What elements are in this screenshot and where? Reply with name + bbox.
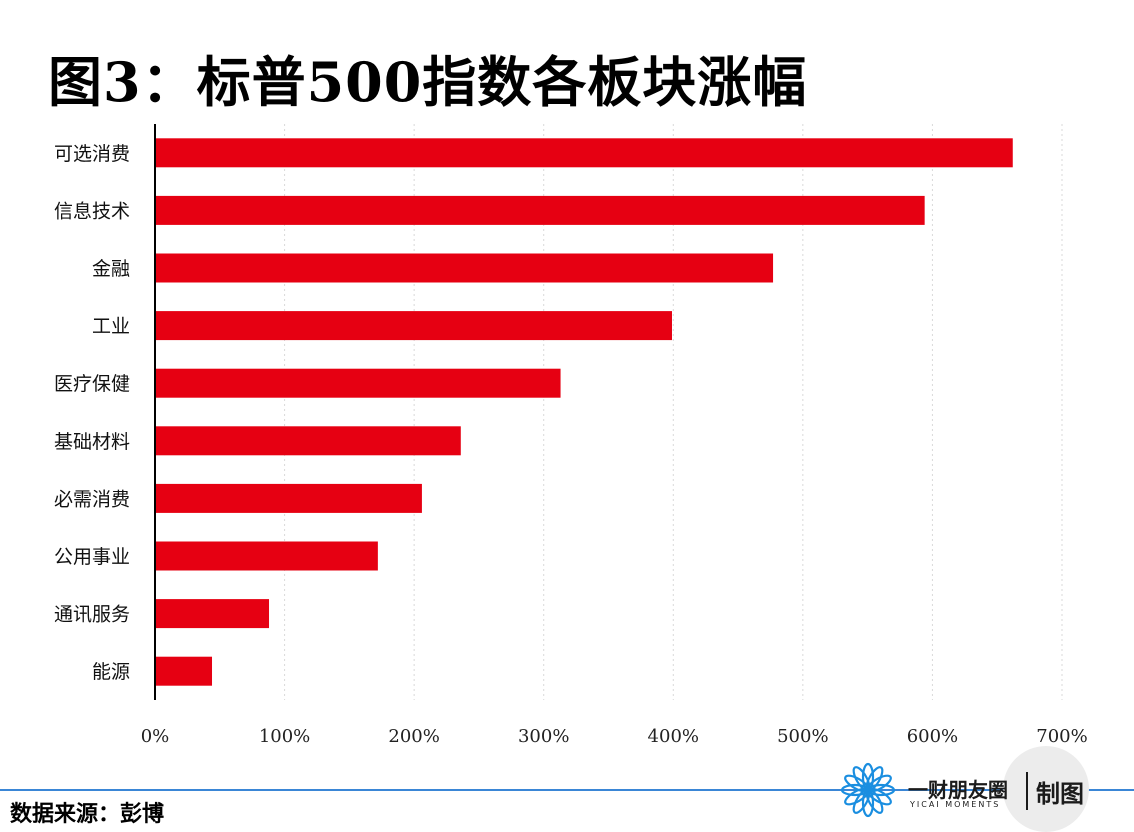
bar [155,311,672,341]
brand-made-label: 制图 [1036,779,1084,808]
data-source: 数据来源：彭博 [10,801,165,827]
brand-name: 一财朋友圈 [908,778,1008,802]
brand-separator [1026,772,1028,810]
x-tick-label: 300% [518,726,569,747]
logo-petal [852,766,871,792]
bar [155,483,422,513]
bar [155,195,925,225]
bar [155,599,270,629]
x-tick-label: 200% [388,726,439,747]
chart-title: 图3：标普500指数各板块涨幅 [48,50,808,114]
category-label: 通讯服务 [54,604,130,626]
x-tick-label: 700% [1036,726,1087,747]
category-label: 公用事业 [54,546,130,568]
bar [155,138,1013,168]
x-tick-label: 100% [259,726,310,747]
yicai-flower-icon [840,762,896,818]
brand-logo: 一财朋友圈 YICAI MOMENTS 制图 [838,760,1098,818]
category-label: 信息技术 [54,200,130,222]
footer-divider [0,789,1134,791]
category-label: 基础材料 [54,431,130,453]
x-tick-label: 600% [907,726,958,747]
bar [155,656,213,686]
category-label: 能源 [92,661,130,683]
category-label: 必需消费 [54,488,130,510]
category-label: 金融 [92,258,130,280]
bars [155,138,1013,686]
brand-subtitle: YICAI MOMENTS [910,800,1001,809]
x-tick-label: 500% [777,726,828,747]
category-label: 工业 [92,316,130,338]
category-label: 医疗保健 [54,373,130,395]
x-tick-labels: 0% 100% 200% 300% 400% 500% 600% 700% [141,726,1088,747]
bar [155,253,774,283]
bar [155,426,461,456]
bar [155,541,378,571]
x-tick-label: 400% [648,726,699,747]
bar [155,368,561,398]
category-label: 可选消费 [54,143,130,165]
logo-backdrop [1003,746,1089,832]
x-tick-label: 0% [141,726,170,747]
